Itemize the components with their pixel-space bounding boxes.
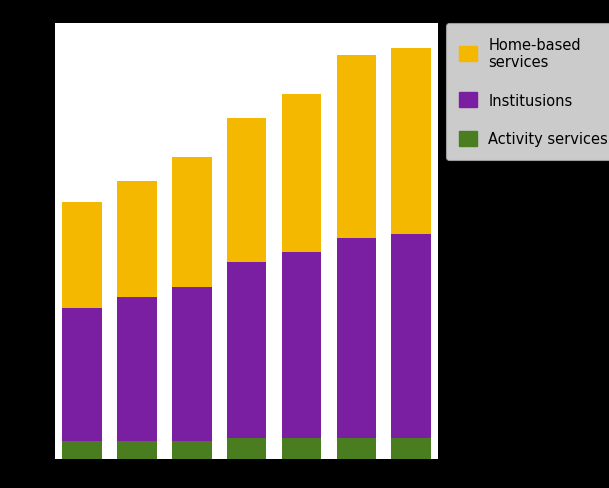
Bar <box>63 203 102 308</box>
Legend: Home-based
services, Institusions, Activity services: Home-based services, Institusions, Activ… <box>446 24 609 160</box>
Bar <box>227 438 266 459</box>
Bar <box>63 441 102 459</box>
Bar <box>118 441 157 459</box>
Bar <box>282 95 321 252</box>
Bar <box>337 238 376 438</box>
Bar <box>172 158 211 287</box>
Bar <box>282 438 321 459</box>
Bar <box>118 182 157 298</box>
Bar <box>118 298 157 441</box>
Bar <box>282 252 321 438</box>
Bar <box>172 287 211 441</box>
Bar <box>227 119 266 263</box>
Bar <box>392 235 431 438</box>
Bar <box>172 441 211 459</box>
Bar <box>63 308 102 441</box>
Bar <box>227 263 266 438</box>
Bar <box>337 438 376 459</box>
Bar <box>392 49 431 235</box>
Bar <box>337 56 376 238</box>
Bar <box>392 438 431 459</box>
